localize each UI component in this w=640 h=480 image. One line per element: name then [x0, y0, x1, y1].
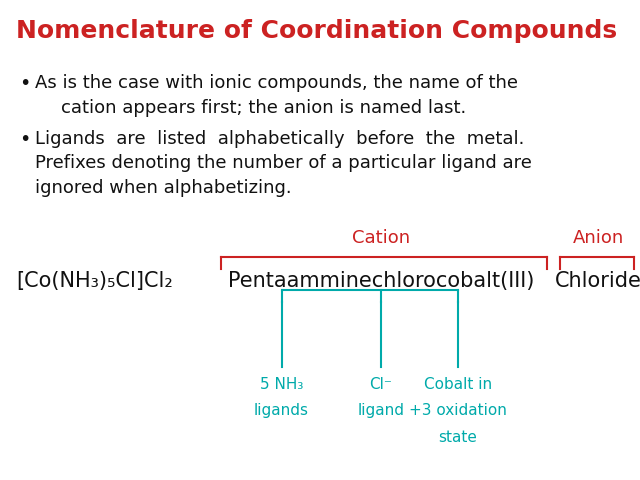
- Text: Cl⁻: Cl⁻: [369, 377, 392, 392]
- Text: Pentaamminechlorocobalt(III): Pentaamminechlorocobalt(III): [228, 271, 534, 291]
- Text: ignored when alphabetizing.: ignored when alphabetizing.: [35, 179, 292, 197]
- Text: Chloride: Chloride: [555, 271, 640, 291]
- Text: state: state: [438, 430, 477, 444]
- Text: ligand: ligand: [357, 403, 404, 418]
- Text: +3 oxidation: +3 oxidation: [409, 403, 506, 418]
- Text: Anion: Anion: [573, 228, 624, 247]
- Text: Ligands  are  listed  alphabetically  before  the  metal.: Ligands are listed alphabetically before…: [35, 130, 525, 148]
- Text: [Co(NH₃)₅Cl]Cl₂: [Co(NH₃)₅Cl]Cl₂: [16, 271, 173, 291]
- Text: 5 NH₃: 5 NH₃: [260, 377, 303, 392]
- Text: •: •: [19, 130, 31, 149]
- Text: Nomenclature of Coordination Compounds: Nomenclature of Coordination Compounds: [16, 19, 617, 43]
- Text: ligands: ligands: [254, 403, 309, 418]
- Text: Cobalt in: Cobalt in: [424, 377, 492, 392]
- Text: Cation: Cation: [352, 228, 410, 247]
- Text: cation appears first; the anion is named last.: cation appears first; the anion is named…: [61, 99, 466, 117]
- Text: •: •: [19, 74, 31, 94]
- Text: As is the case with ionic compounds, the name of the: As is the case with ionic compounds, the…: [35, 74, 518, 93]
- Text: Prefixes denoting the number of a particular ligand are: Prefixes denoting the number of a partic…: [35, 155, 532, 172]
